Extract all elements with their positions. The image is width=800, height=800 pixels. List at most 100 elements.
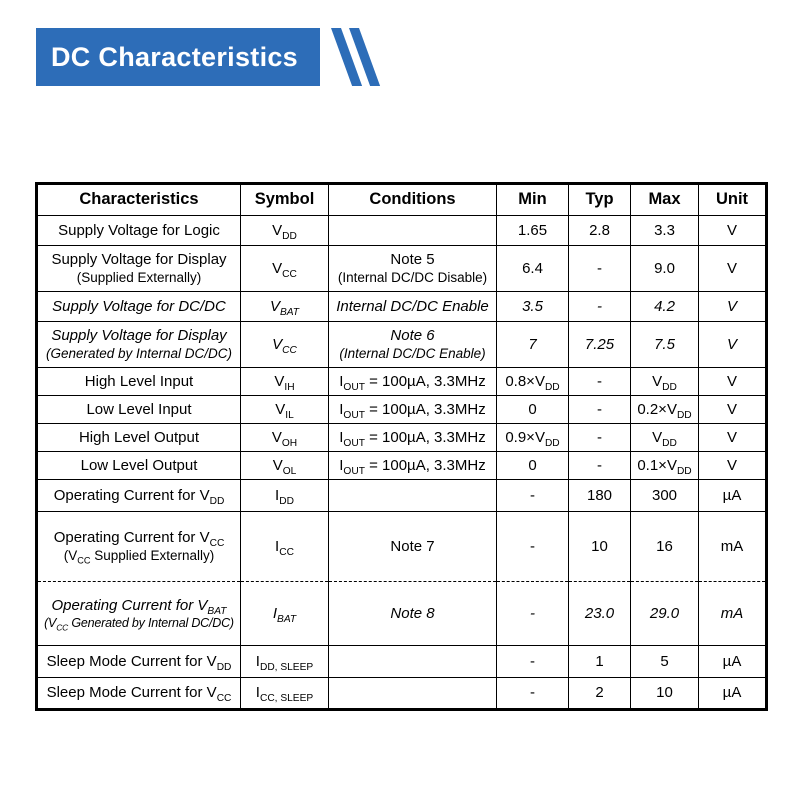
table-row: Supply Voltage for Display (Supplied Exte… [36,245,767,292]
table-row: Supply Voltage for DC/DC VBAT Internal D… [36,291,767,322]
cell-characteristics: Supply Voltage for Logic [36,215,241,246]
cell-conditions [328,645,497,678]
cell-typ: 23.0 [568,581,631,646]
cell-max: 4.2 [630,291,699,322]
column-header-max: Max [630,183,699,216]
column-header-typ: Typ [568,183,631,216]
cell-characteristics: Low Level Input [36,395,241,424]
cell-unit: V [698,367,767,396]
column-header-conditions: Conditions [328,183,497,216]
cell-unit: mA [698,511,767,582]
table-row: Low Level Output VOL IOUT = 100µA, 3.3MH… [36,451,767,480]
cell-typ: - [568,367,631,396]
cell-min: - [496,479,569,512]
cell-min: - [496,511,569,582]
cell-characteristics: Operating Current for VDD [36,479,241,512]
cell-symbol: VOH [240,423,329,452]
cell-typ: 2.8 [568,215,631,246]
cell-typ: 10 [568,511,631,582]
cell-typ: - [568,291,631,322]
cell-min: - [496,677,569,710]
cell-symbol: VOL [240,451,329,480]
table-row: Supply Voltage for Display (Generated by … [36,321,767,368]
column-header-min: Min [496,183,569,216]
cell-unit: V [698,395,767,424]
page-title: DC Characteristics [51,41,299,72]
table-row: Low Level Input VIL IOUT = 100µA, 3.3MHz… [36,395,767,424]
cell-symbol: VIH [240,367,329,396]
cell-characteristics: Sleep Mode Current for VDD [36,645,241,678]
cell-unit: V [698,291,767,322]
cell-max: VDD [630,423,699,452]
cell-max: 5 [630,645,699,678]
cell-min: 0.8×VDD [496,367,569,396]
cell-min: 3.5 [496,291,569,322]
cell-min: 6.4 [496,245,569,292]
cell-unit: V [698,215,767,246]
cell-min: - [496,645,569,678]
cell-characteristics: Low Level Output [36,451,241,480]
table-row: High Level Input VIH IOUT = 100µA, 3.3MH… [36,367,767,396]
cell-typ: - [568,245,631,292]
cell-symbol: VCC [240,321,329,368]
cell-max: 3.3 [630,215,699,246]
cell-conditions: IOUT = 100µA, 3.3MHz [328,395,497,424]
table-row: Operating Current for VDD IDD - 180 300 … [36,479,767,512]
cell-min: 1.65 [496,215,569,246]
cell-typ: 7.25 [568,321,631,368]
cell-typ: 1 [568,645,631,678]
cell-max: 300 [630,479,699,512]
cell-unit: µA [698,677,767,710]
cell-symbol: IDD [240,479,329,512]
cell-typ: - [568,395,631,424]
cell-typ: - [568,451,631,480]
cell-conditions: Note 6 (Internal DC/DC Enable) [328,321,497,368]
dc-characteristics-table: Characteristics Symbol Conditions Min Ty… [35,182,768,711]
cell-min: 0.9×VDD [496,423,569,452]
cell-symbol: IBAT [240,581,329,646]
table-row: Sleep Mode Current for VDD IDD, SLEEP - … [36,645,767,678]
cell-conditions: Internal DC/DC Enable [328,291,497,322]
cell-unit: V [698,321,767,368]
cell-conditions: Note 8 [328,581,497,646]
cell-unit: V [698,451,767,480]
cell-typ: 2 [568,677,631,710]
table-row: High Level Output VOH IOUT = 100µA, 3.3M… [36,423,767,452]
cell-typ: - [568,423,631,452]
table-row: Supply Voltage for Logic VDD 1.65 2.8 3.… [36,215,767,246]
cell-symbol: ICC [240,511,329,582]
cell-symbol: VDD [240,215,329,246]
cell-max: 16 [630,511,699,582]
cell-unit: µA [698,479,767,512]
cell-symbol: IDD, SLEEP [240,645,329,678]
cell-symbol: ICC, SLEEP [240,677,329,710]
cell-min: 0 [496,395,569,424]
cell-max: 29.0 [630,581,699,646]
cell-min: - [496,581,569,646]
cell-unit: V [698,423,767,452]
cell-max: 7.5 [630,321,699,368]
cell-characteristics: High Level Output [36,423,241,452]
cell-conditions: IOUT = 100µA, 3.3MHz [328,367,497,396]
cell-min: 7 [496,321,569,368]
cell-characteristics: Operating Current for VCC (VCC Supplied E… [36,511,241,582]
table-row: Operating Current for VBAT (VCC Generated… [36,581,767,646]
cell-conditions: IOUT = 100µA, 3.3MHz [328,451,497,480]
cell-max: 0.1×VDD [630,451,699,480]
cell-typ: 180 [568,479,631,512]
cell-characteristics: Supply Voltage for Display (Generated by … [36,321,241,368]
cell-symbol: VCC [240,245,329,292]
cell-characteristics: Operating Current for VBAT (VCC Generated… [36,581,241,646]
cell-unit: µA [698,645,767,678]
cell-max: 9.0 [630,245,699,292]
cell-conditions [328,479,497,512]
cell-characteristics: Sleep Mode Current for VCC [36,677,241,710]
cell-conditions [328,215,497,246]
column-header-symbol: Symbol [240,183,329,216]
table-header-row: Characteristics Symbol Conditions Min Ty… [36,183,767,216]
cell-conditions: Note 7 [328,511,497,582]
cell-conditions: IOUT = 100µA, 3.3MHz [328,423,497,452]
cell-unit: V [698,245,767,292]
section-banner: DC Characteristics [36,28,320,86]
